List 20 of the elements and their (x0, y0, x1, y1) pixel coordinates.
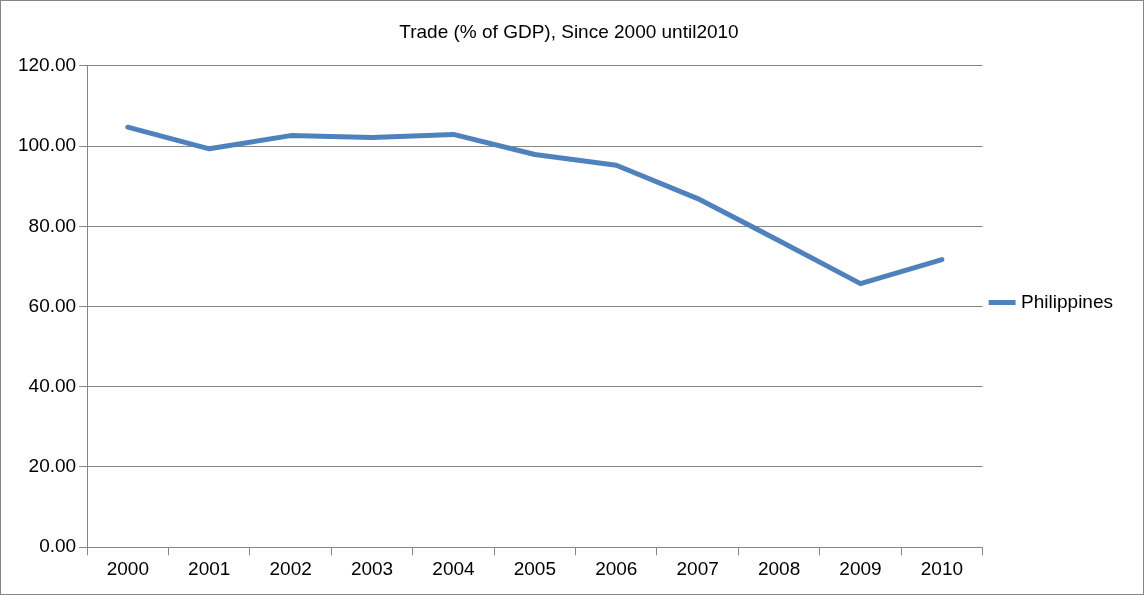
x-tick-label: 2003 (350, 557, 394, 579)
x-tick-label: 2004 (432, 557, 476, 579)
legend-label: Philippines (1021, 290, 1114, 312)
y-tick-label: 0.00 (39, 535, 77, 557)
x-tick-label: 2008 (757, 557, 801, 579)
x-tick-label: 2005 (513, 557, 556, 579)
x-tick-label: 2009 (839, 557, 882, 579)
y-tick-label: 60.00 (28, 294, 77, 316)
x-tick-label: 2001 (188, 557, 231, 579)
y-tick-label: 100.00 (17, 134, 77, 156)
y-tick-label: 40.00 (28, 374, 77, 396)
x-tick-label: 2002 (269, 557, 312, 579)
y-tick-label: 20.00 (28, 455, 77, 477)
y-tick-label: 80.00 (28, 214, 77, 236)
x-tick-label: 2000 (106, 557, 149, 579)
x-tick-label: 2006 (595, 557, 638, 579)
chart-title: Trade (% of GDP), Since 2000 until2010 (399, 20, 739, 42)
x-tick-label: 2007 (676, 557, 719, 579)
x-tick-label: 2010 (920, 557, 964, 579)
y-tick-label: 120.00 (17, 54, 77, 76)
